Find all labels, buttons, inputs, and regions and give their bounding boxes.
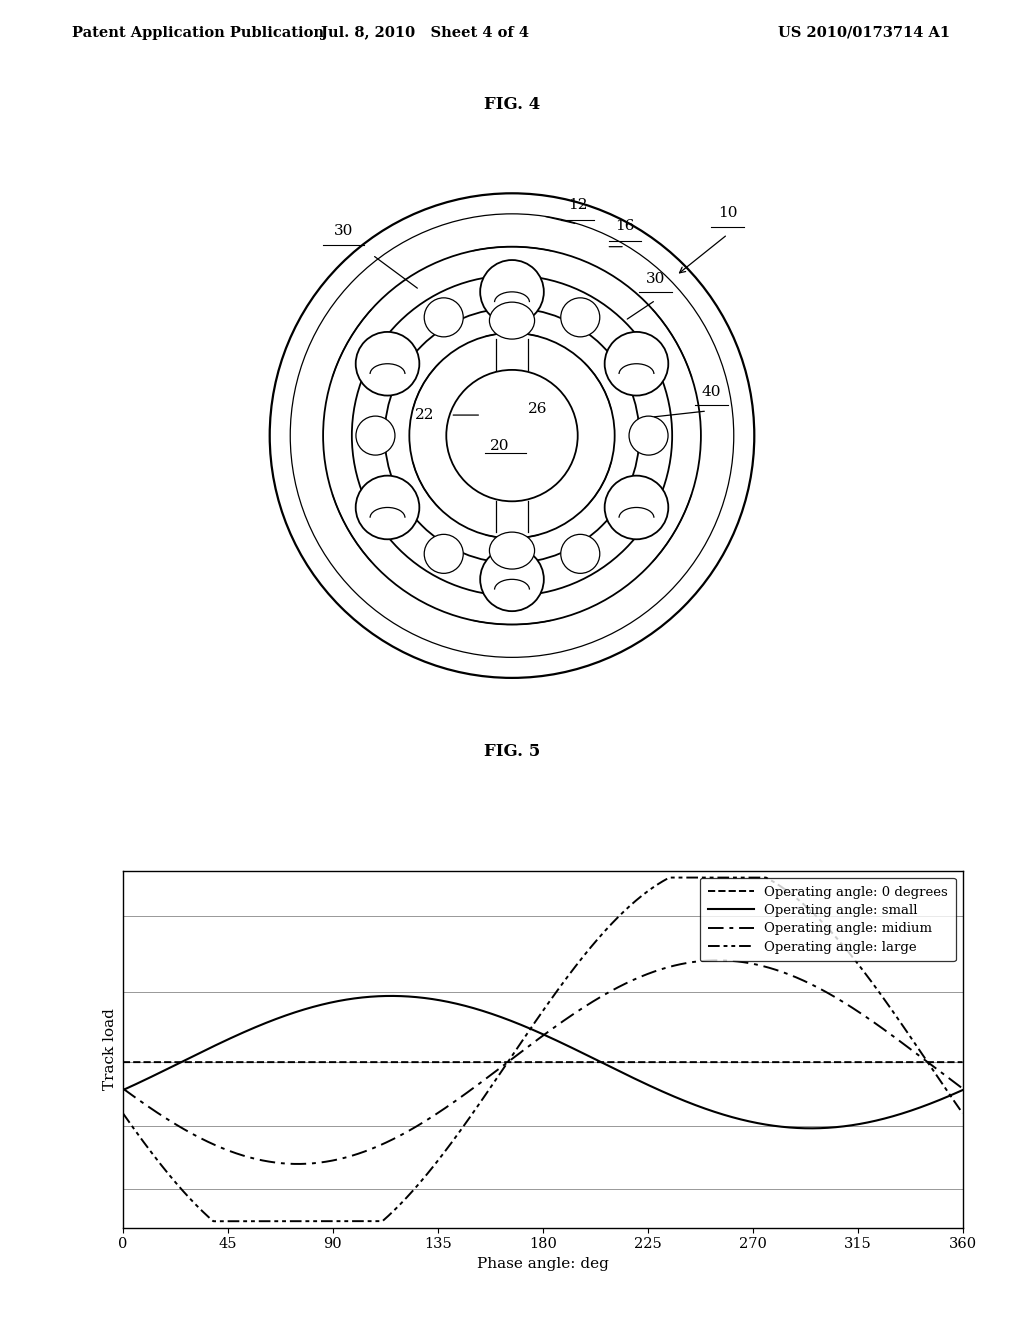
Text: FIG. 5: FIG. 5 [484, 743, 540, 759]
Text: 10: 10 [718, 206, 737, 220]
Ellipse shape [629, 416, 668, 455]
Ellipse shape [356, 416, 395, 455]
Operating angle: small: (166, 0.629): small: (166, 0.629) [503, 1012, 515, 1028]
Operating angle: midium: (74.9, -0.5): midium: (74.9, -0.5) [292, 1156, 304, 1172]
Circle shape [355, 475, 420, 540]
Ellipse shape [561, 298, 600, 337]
Operating angle: midium: (166, 0.31): midium: (166, 0.31) [503, 1053, 515, 1069]
Operating angle: small: (18.4, 0.24): small: (18.4, 0.24) [160, 1061, 172, 1077]
Operating angle: small: (350, 0.00111): small: (350, 0.00111) [933, 1092, 945, 1107]
Text: Patent Application Publication: Patent Application Publication [72, 26, 324, 40]
Operating angle: small: (0, 0.0802): small: (0, 0.0802) [117, 1082, 129, 1098]
Line: Operating angle: small: Operating angle: small [123, 997, 963, 1129]
Y-axis label: Track load: Track load [103, 1008, 118, 1090]
Text: Jul. 8, 2010   Sheet 4 of 4: Jul. 8, 2010 Sheet 4 of 4 [321, 26, 529, 40]
Operating angle: large: (350, 0.167): large: (350, 0.167) [933, 1071, 945, 1086]
Operating angle: midium: (350, 0.234): midium: (350, 0.234) [933, 1063, 945, 1078]
Circle shape [604, 475, 669, 540]
Operating angle: large: (166, 0.318): large: (166, 0.318) [503, 1052, 515, 1068]
Circle shape [352, 276, 672, 595]
Operating angle: 0 degrees: (18.4, 0.3): 0 degrees: (18.4, 0.3) [160, 1055, 172, 1071]
Circle shape [269, 193, 755, 678]
Line: Operating angle: midium: Operating angle: midium [123, 961, 963, 1164]
Text: 30: 30 [334, 224, 353, 239]
Ellipse shape [489, 532, 535, 569]
Text: 26: 26 [528, 401, 548, 416]
Operating angle: large: (0, -0.101): large: (0, -0.101) [117, 1105, 129, 1121]
Circle shape [355, 331, 420, 396]
Operating angle: small: (284, -0.21): small: (284, -0.21) [778, 1119, 791, 1135]
Operating angle: small: (350, -0.000228): small: (350, -0.000228) [933, 1093, 945, 1109]
Text: 12: 12 [568, 198, 588, 211]
Operating angle: midium: (284, 1): midium: (284, 1) [778, 965, 791, 981]
Operating angle: large: (175, 0.575): large: (175, 0.575) [525, 1019, 538, 1035]
Operating angle: midium: (175, 0.442): midium: (175, 0.442) [525, 1036, 538, 1052]
Operating angle: 0 degrees: (349, 0.3): 0 degrees: (349, 0.3) [932, 1055, 944, 1071]
Operating angle: midium: (350, 0.231): midium: (350, 0.231) [933, 1063, 945, 1078]
Text: 30: 30 [646, 272, 666, 285]
Operating angle: 0 degrees: (175, 0.3): 0 degrees: (175, 0.3) [525, 1055, 538, 1071]
Operating angle: 0 degrees: (166, 0.3): 0 degrees: (166, 0.3) [503, 1055, 515, 1071]
Circle shape [480, 260, 544, 323]
Circle shape [385, 309, 639, 562]
Operating angle: large: (234, 1.75): large: (234, 1.75) [664, 870, 676, 886]
Text: 40: 40 [701, 384, 721, 399]
Text: 22: 22 [415, 408, 434, 422]
Text: 20: 20 [489, 438, 509, 453]
Operating angle: 0 degrees: (0, 0.3): 0 degrees: (0, 0.3) [117, 1055, 129, 1071]
Operating angle: midium: (18.4, -0.14): midium: (18.4, -0.14) [160, 1110, 172, 1126]
Operating angle: midium: (0, 0.0929): midium: (0, 0.0929) [117, 1081, 129, 1097]
Operating angle: midium: (255, 1.1): midium: (255, 1.1) [712, 953, 724, 969]
Text: FIG. 4: FIG. 4 [484, 96, 540, 112]
X-axis label: Phase angle: deg: Phase angle: deg [477, 1257, 608, 1271]
Operating angle: small: (360, 0.0802): small: (360, 0.0802) [956, 1082, 969, 1098]
Operating angle: large: (284, 1.66): large: (284, 1.66) [778, 882, 791, 898]
Ellipse shape [489, 302, 535, 339]
Operating angle: large: (350, 0.172): large: (350, 0.172) [933, 1071, 945, 1086]
Text: 16: 16 [615, 219, 635, 234]
Operating angle: 0 degrees: (283, 0.3): 0 degrees: (283, 0.3) [778, 1055, 791, 1071]
Operating angle: small: (295, -0.22): small: (295, -0.22) [805, 1121, 817, 1137]
Line: Operating angle: large: Operating angle: large [123, 878, 963, 1221]
Circle shape [480, 548, 544, 611]
Ellipse shape [424, 298, 463, 337]
Ellipse shape [561, 535, 600, 573]
Operating angle: 0 degrees: (350, 0.3): 0 degrees: (350, 0.3) [932, 1055, 944, 1071]
Circle shape [604, 331, 669, 396]
Circle shape [290, 214, 734, 657]
Operating angle: midium: (360, 0.0929): midium: (360, 0.0929) [956, 1081, 969, 1097]
Operating angle: large: (360, -0.101): large: (360, -0.101) [956, 1105, 969, 1121]
Ellipse shape [424, 535, 463, 573]
Operating angle: large: (18.4, -0.553): large: (18.4, -0.553) [160, 1163, 172, 1179]
Operating angle: small: (115, 0.82): small: (115, 0.82) [385, 989, 397, 1005]
Circle shape [324, 247, 700, 624]
Operating angle: small: (175, 0.558): small: (175, 0.558) [525, 1022, 538, 1038]
Text: US 2010/0173714 A1: US 2010/0173714 A1 [778, 26, 950, 40]
Circle shape [410, 333, 614, 539]
Legend: Operating angle: 0 degrees, Operating angle: small, Operating angle: midium, Ope: Operating angle: 0 degrees, Operating an… [699, 878, 956, 961]
Operating angle: large: (38.9, -0.95): large: (38.9, -0.95) [208, 1213, 220, 1229]
Circle shape [446, 370, 578, 502]
Operating angle: 0 degrees: (360, 0.3): 0 degrees: (360, 0.3) [956, 1055, 969, 1071]
